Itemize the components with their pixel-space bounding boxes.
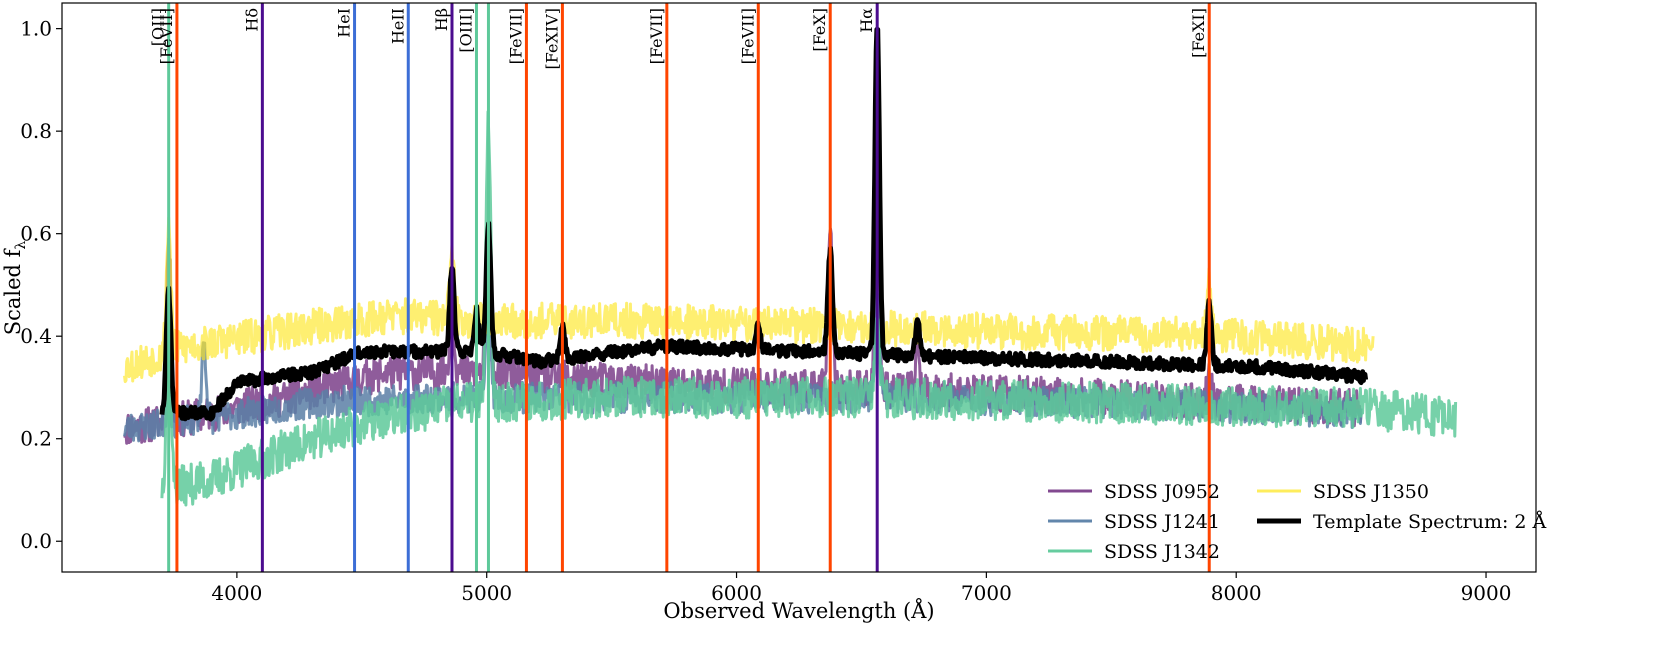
series-line-4 [159, 27, 1369, 422]
legend-label-3: SDSS J1350 [1313, 481, 1429, 503]
emission-line-label-11: [FeVII] [738, 8, 757, 64]
emission-line-label-9: [FeXIV] [542, 8, 561, 69]
emission-line-label-10: [FeVII] [647, 8, 666, 64]
x-tick-label: 7000 [961, 581, 1012, 605]
y-tick-label: 0.2 [20, 427, 52, 451]
legend: SDSS J0952 SDSS J1241 SDSS J1342 SDSS J1350… [1048, 481, 1547, 563]
y-tick-label: 0.8 [20, 119, 52, 143]
y-tick-label: 0.0 [20, 529, 52, 553]
legend-label-4: Template Spectrum: 2 Å [1313, 511, 1547, 533]
emission-line-label-13: Hα [857, 8, 876, 33]
y-tick-label: 0.4 [20, 324, 52, 348]
x-tick-label: 6000 [711, 581, 762, 605]
x-tick-label: 8000 [1211, 581, 1262, 605]
x-tick-label: 9000 [1461, 581, 1512, 605]
legend-label-1: SDSS J1241 [1104, 511, 1220, 533]
emission-line-label-5: Hβ [432, 8, 451, 31]
legend-label-0: SDSS J0952 [1104, 481, 1220, 503]
emission-line-label-4: HeII [388, 8, 407, 44]
emission-line-label-6: [OIII] [457, 8, 476, 53]
emission-line-label-2: Hδ [242, 8, 261, 32]
emission-line-label-8: [FeVII] [506, 8, 525, 64]
emission-line-label-3: HeI [335, 8, 354, 38]
emission-line-label-1: [FeVII] [157, 8, 176, 64]
series-layer [123, 27, 1458, 507]
x-ticks: 4000 5000 6000 7000 8000 9000 [211, 572, 1511, 605]
plot-frame [61, 2, 1537, 573]
legend-label-2: SDSS J1342 [1104, 541, 1220, 563]
y-tick-label: 0.6 [20, 222, 52, 246]
emission-lines-layer: [OII][FeVII] Hδ HeI HeII Hβ [OIII] [FeVII] [FeX… [149, 3, 1211, 572]
x-axis-title: Observed Wavelength (Å) [663, 598, 934, 623]
emission-line-label-12: [FeX] [810, 8, 829, 52]
emission-line-label-0: [OII] [149, 8, 168, 46]
y-ticks: 0.0 0.2 0.4 0.6 0.8 1.0 [20, 17, 62, 553]
x-tick-label: 4000 [211, 581, 262, 605]
emission-line-label-14: [FeXI] [1189, 8, 1208, 58]
series-line-2 [160, 110, 1458, 507]
y-axis-title: Scaled fλ [1, 241, 29, 336]
x-tick-label: 5000 [461, 581, 512, 605]
y-tick-label: 1.0 [20, 17, 52, 41]
series-line-3 [123, 163, 1375, 384]
